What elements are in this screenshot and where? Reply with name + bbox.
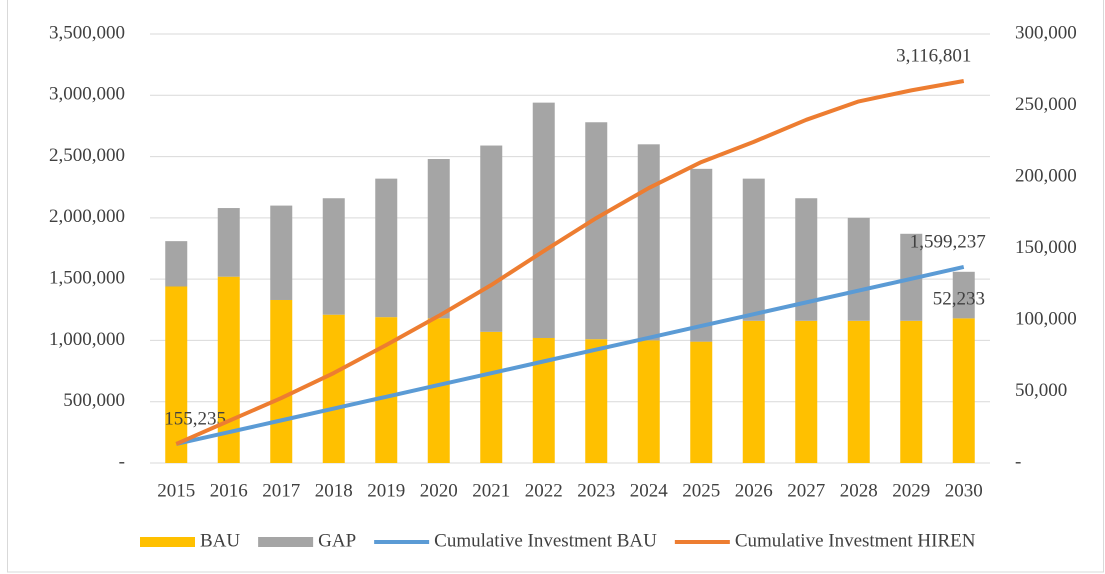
bar: [480, 145, 503, 332]
x-tick-label: 2024: [630, 480, 669, 501]
x-tick-label: 2027: [787, 480, 825, 501]
x-tick-label: 2022: [525, 480, 563, 501]
data-label: 155,235: [164, 408, 226, 429]
bar: [795, 320, 818, 463]
legend-swatch: [140, 537, 195, 547]
y2-tick-label: 250,000: [1015, 94, 1077, 115]
bar: [742, 320, 765, 463]
y2-tick-label: 300,000: [1015, 22, 1077, 43]
bar: [637, 340, 660, 463]
x-tick-label: 2025: [682, 480, 720, 501]
bar: [532, 102, 555, 338]
data-label: 3,116,801: [896, 45, 971, 66]
bar: [742, 178, 765, 321]
legend-label: GAP: [318, 530, 356, 551]
y-tick-label: 1,500,000: [49, 268, 125, 289]
bar: [270, 205, 293, 300]
y2-tick-label: 100,000: [1015, 308, 1077, 329]
legend-swatch: [258, 537, 314, 547]
legend-label: Cumulative Investment HIREN: [735, 530, 976, 551]
bar: [585, 339, 608, 463]
bar: [165, 286, 188, 463]
x-tick-label: 2030: [945, 480, 983, 501]
line: [175, 79, 965, 446]
x-tick-label: 2026: [735, 480, 773, 501]
annotation: 52,233: [933, 288, 985, 309]
bar: [427, 318, 450, 463]
x-tick-label: 2029: [892, 480, 930, 501]
legend-label: Cumulative Investment BAU: [434, 530, 657, 551]
x-tick-label: 2017: [262, 480, 300, 501]
x-tick-label: 2015: [157, 480, 195, 501]
x-tick-label: 2023: [577, 480, 615, 501]
bar: [637, 144, 660, 341]
bar: [585, 122, 608, 340]
bar: [952, 271, 975, 319]
bar: [532, 337, 555, 463]
x-tick-label: 2018: [315, 480, 353, 501]
chart-border: [7, 0, 1104, 573]
bar: [952, 318, 975, 463]
y-tick-label: 2,500,000: [49, 145, 125, 166]
bar: [690, 168, 713, 342]
y2-tick-label: 50,000: [1015, 380, 1067, 401]
bar: [217, 208, 240, 277]
bar: [165, 241, 188, 287]
legend-label: BAU: [200, 530, 240, 551]
bar: [375, 317, 398, 463]
y-tick-label: 1,000,000: [49, 329, 125, 350]
bar: [270, 299, 293, 463]
y2-tick-label: 150,000: [1015, 237, 1077, 258]
y-tick-label: 500,000: [63, 390, 125, 411]
x-tick-label: 2019: [367, 480, 405, 501]
bar: [322, 314, 345, 463]
bar: [690, 341, 713, 463]
y2-tick-label: 200,000: [1015, 165, 1077, 186]
x-tick-label: 2021: [472, 480, 510, 501]
bar: [847, 320, 870, 463]
y-tick-label: 2,000,000: [49, 206, 125, 227]
y-tick-label: 3,500,000: [49, 22, 125, 43]
data-label: 1,599,237: [910, 231, 986, 252]
bar: [900, 320, 923, 463]
y2-tick-label: -: [1015, 451, 1021, 472]
x-tick-label: 2028: [840, 480, 878, 501]
bar: [795, 198, 818, 321]
line: [175, 265, 965, 446]
bar: [322, 198, 345, 315]
x-tick-label: 2020: [420, 480, 458, 501]
y-tick-label: 3,000,000: [49, 84, 125, 105]
y-tick-label: -: [119, 451, 125, 472]
bar: [375, 178, 398, 318]
bar: [480, 331, 503, 463]
bar: [427, 159, 450, 319]
bar: [847, 217, 870, 321]
x-tick-label: 2016: [210, 480, 248, 501]
